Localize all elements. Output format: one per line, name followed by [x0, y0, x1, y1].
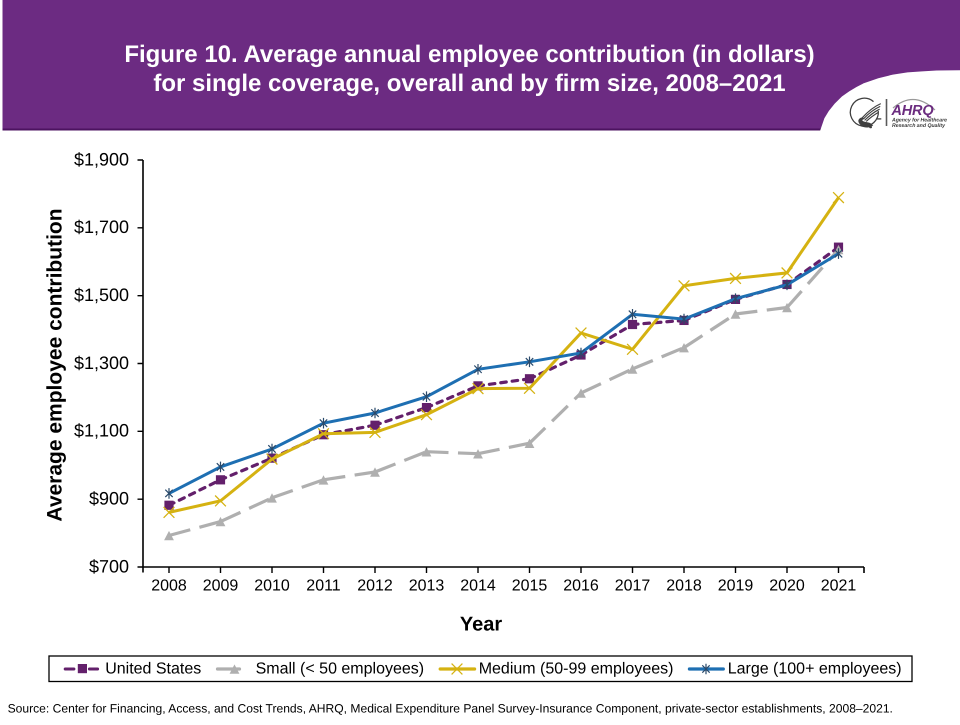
- svg-text:2014: 2014: [460, 578, 496, 595]
- svg-text:$1,900: $1,900: [74, 149, 129, 169]
- svg-text:for single coverage, overall a: for single coverage, overall and by firm…: [153, 70, 785, 97]
- svg-text:Source: Center for Financing,: Source: Center for Financing, Access, an…: [8, 702, 893, 716]
- svg-text:2010: 2010: [254, 578, 290, 595]
- svg-text:2013: 2013: [409, 578, 445, 595]
- svg-text:$1,300: $1,300: [74, 353, 129, 373]
- svg-text:2011: 2011: [306, 578, 341, 595]
- svg-text:2016: 2016: [563, 578, 599, 595]
- svg-text:Year: Year: [460, 613, 502, 635]
- svg-text:2020: 2020: [769, 578, 805, 595]
- svg-text:Research and Quality: Research and Quality: [892, 123, 946, 129]
- svg-text:2021: 2021: [821, 578, 857, 595]
- svg-text:Medium (50-99 employees): Medium (50-99 employees): [479, 661, 674, 678]
- svg-text:Large (100+ employees): Large (100+ employees): [728, 661, 902, 678]
- svg-text:2019: 2019: [718, 578, 754, 595]
- svg-text:$700: $700: [89, 556, 129, 576]
- svg-text:2017: 2017: [615, 578, 651, 595]
- svg-text:$1,500: $1,500: [74, 285, 129, 305]
- svg-text:Small (< 50 employees): Small (< 50 employees): [256, 661, 425, 678]
- svg-text:2012: 2012: [357, 578, 393, 595]
- svg-text:$1,700: $1,700: [74, 217, 129, 237]
- svg-text:2009: 2009: [203, 578, 239, 595]
- svg-text:2008: 2008: [151, 578, 187, 595]
- svg-text:$900: $900: [89, 489, 129, 509]
- svg-text:Figure 10. Average annual empl: Figure 10. Average annual employee contr…: [124, 41, 814, 68]
- svg-text:2018: 2018: [666, 578, 702, 595]
- svg-text:United States: United States: [105, 661, 201, 678]
- svg-text:$1,100: $1,100: [74, 421, 129, 441]
- svg-text:Average employee contribution: Average employee contribution: [44, 208, 67, 521]
- svg-text:2015: 2015: [512, 578, 548, 595]
